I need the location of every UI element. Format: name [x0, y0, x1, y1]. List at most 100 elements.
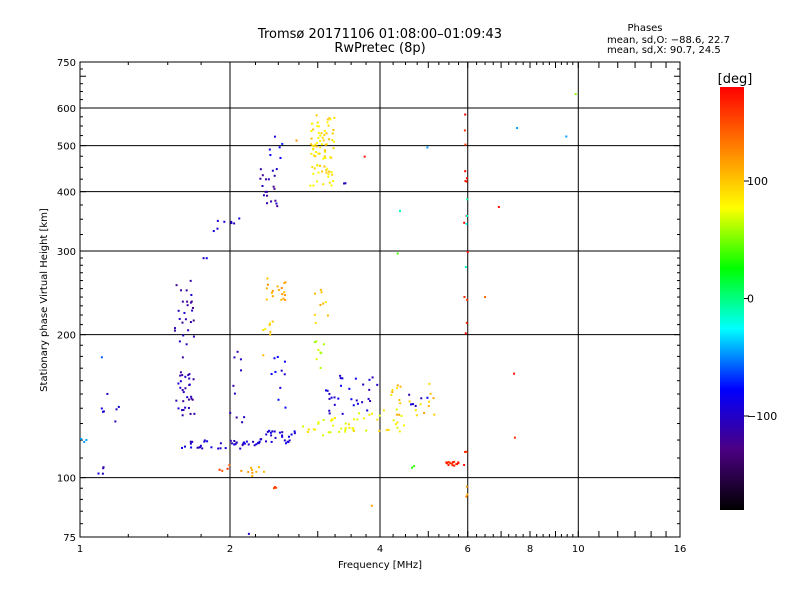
data-point	[273, 486, 276, 489]
data-point	[265, 287, 268, 290]
data-point	[465, 177, 468, 180]
data-point	[228, 464, 231, 467]
data-point	[177, 407, 180, 410]
data-point	[353, 418, 356, 421]
data-point	[191, 306, 194, 309]
data-point	[312, 154, 315, 157]
data-point	[184, 445, 187, 448]
data-point	[233, 356, 236, 359]
data-point	[433, 413, 436, 416]
data-point	[319, 303, 322, 306]
data-point	[466, 198, 469, 201]
data-point	[311, 144, 314, 147]
data-point	[234, 443, 237, 446]
data-point	[465, 450, 468, 453]
data-point	[344, 182, 347, 185]
data-point	[484, 295, 487, 298]
data-point	[324, 389, 327, 392]
data-point	[396, 384, 399, 387]
data-point	[184, 375, 187, 378]
data-point	[313, 341, 316, 344]
data-point	[212, 230, 215, 233]
data-point	[344, 430, 347, 433]
data-point	[415, 414, 418, 417]
data-point	[181, 388, 184, 391]
y-tick-label: 100	[57, 474, 76, 485]
data-point	[252, 440, 255, 443]
data-point	[236, 350, 239, 353]
data-point	[451, 462, 454, 465]
data-point	[278, 431, 281, 434]
data-point	[465, 321, 468, 324]
legend-title: Phases	[627, 23, 662, 34]
colorbar: [deg] −100 0 100	[718, 72, 777, 510]
data-point	[382, 409, 385, 412]
data-point	[313, 313, 316, 316]
data-point	[247, 443, 250, 446]
data-point	[466, 493, 469, 496]
data-point	[366, 409, 369, 412]
data-point	[316, 125, 319, 128]
data-point	[326, 389, 329, 392]
data-point	[247, 532, 250, 535]
data-point	[273, 430, 276, 433]
data-point	[266, 430, 269, 433]
data-point	[323, 165, 326, 168]
data-point	[413, 465, 416, 468]
data-point	[269, 154, 272, 157]
data-point	[327, 124, 330, 127]
data-point	[352, 404, 355, 407]
data-point	[261, 174, 264, 177]
data-point	[331, 132, 334, 135]
data-point	[333, 116, 336, 119]
data-point	[412, 403, 415, 406]
data-point	[253, 444, 256, 447]
data-point	[281, 431, 284, 434]
data-point	[322, 183, 325, 186]
data-point	[216, 219, 219, 222]
data-point	[275, 202, 278, 205]
data-point	[324, 157, 327, 160]
data-point	[202, 257, 205, 260]
data-point	[317, 422, 320, 425]
data-point	[223, 220, 226, 223]
data-point	[281, 434, 284, 437]
data-point	[175, 399, 178, 402]
data-point	[376, 418, 379, 421]
data-point	[311, 165, 314, 168]
data-point	[217, 447, 220, 450]
data-point	[451, 461, 454, 464]
data-point	[270, 440, 273, 443]
data-point	[193, 412, 196, 415]
data-point	[368, 378, 371, 381]
data-point	[199, 444, 202, 447]
data-point	[315, 114, 318, 117]
data-point	[322, 434, 325, 437]
data-point	[317, 131, 320, 134]
data-point	[272, 185, 275, 188]
data-point	[400, 414, 403, 417]
data-point	[279, 386, 282, 389]
data-point	[233, 222, 236, 225]
data-point	[173, 329, 176, 332]
data-point	[343, 182, 346, 185]
data-point	[185, 343, 188, 346]
data-point	[466, 214, 469, 217]
colorbar-gradient	[720, 87, 744, 510]
data-point	[97, 472, 100, 475]
data-point	[326, 314, 329, 317]
data-point	[316, 141, 319, 144]
data-point	[177, 382, 180, 385]
data-point	[181, 409, 184, 412]
data-point	[399, 402, 402, 405]
data-point	[396, 421, 399, 424]
data-point	[189, 321, 192, 324]
data-point	[284, 406, 287, 409]
data-point	[276, 285, 279, 288]
data-point	[283, 373, 286, 376]
colorbar-tick-label: 0	[747, 293, 754, 306]
data-point	[255, 470, 258, 473]
data-point	[463, 463, 466, 466]
data-point	[326, 118, 329, 121]
data-point	[310, 152, 313, 155]
